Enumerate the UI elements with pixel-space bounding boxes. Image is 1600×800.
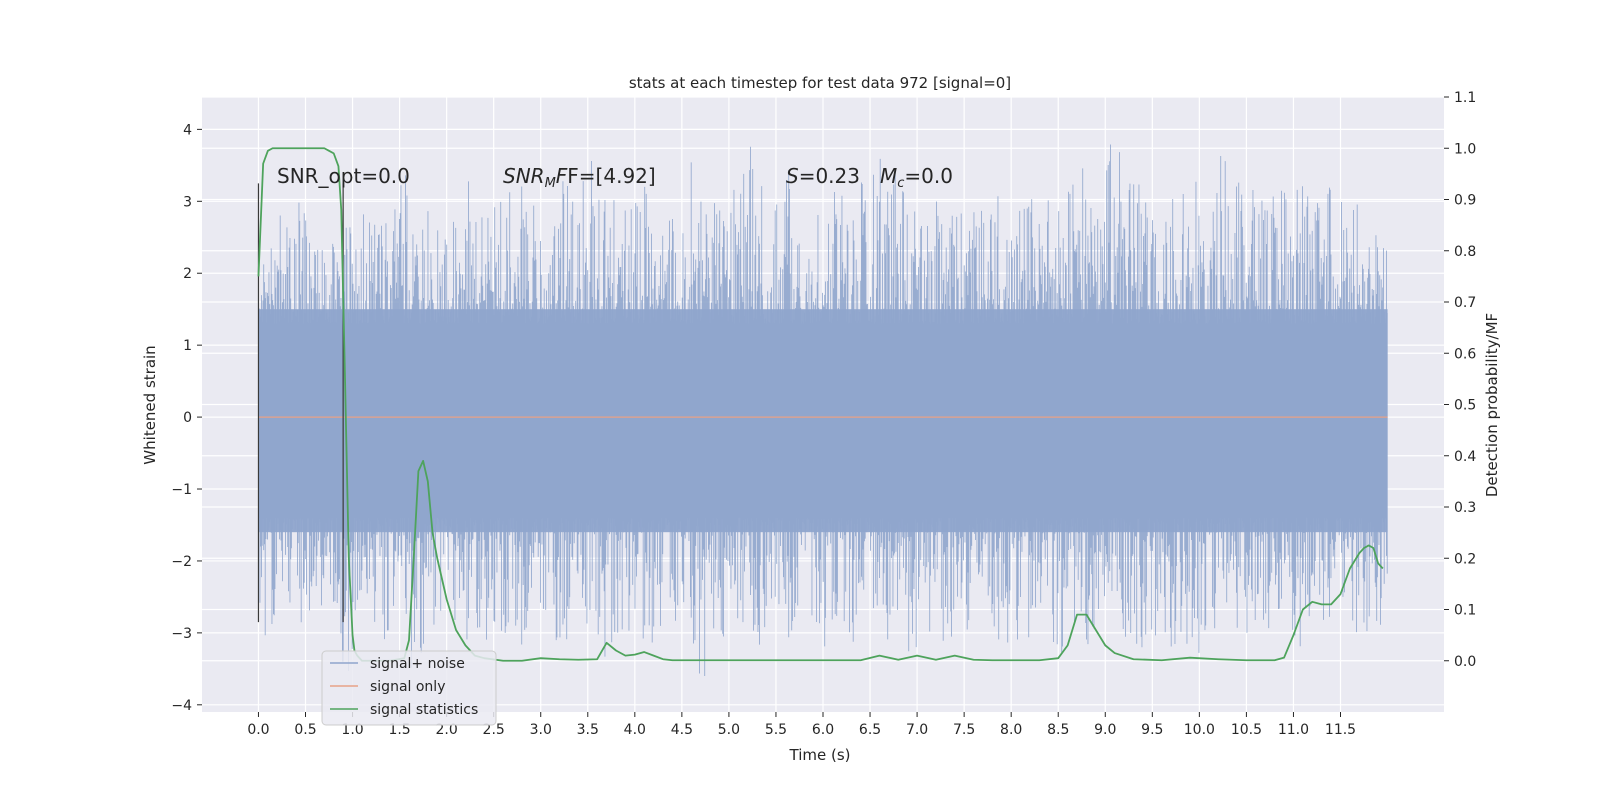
legend-label-signal-noise: signal+ noise — [370, 656, 465, 672]
legend-label-signal-only: signal only — [370, 679, 445, 695]
x-tick-label: 11.5 — [1325, 722, 1356, 738]
mc-subscript: c — [897, 176, 904, 191]
y-tick-label: −4 — [171, 698, 192, 714]
y2-tick-label: 0.8 — [1454, 244, 1476, 260]
axes: 0.0 0.5 1.0 1.5 2.0 2.5 3.0 3.5 4.0 4.5 5.0 5.5 6.0 6… — [171, 90, 1476, 738]
series-signal-statistics — [257, 147, 1384, 662]
y2-tick-label: 0.3 — [1454, 500, 1476, 516]
series-signal-noise — [258, 144, 1388, 677]
snr-opt-annotation: SNR_opt=0.0 — [277, 164, 410, 188]
x-tick-label: 3.5 — [577, 722, 599, 738]
y-tick-label: 4 — [183, 122, 192, 138]
y2-tick-label: 0.5 — [1454, 398, 1476, 414]
x-tick-label: 11.0 — [1278, 722, 1309, 738]
s-symbol: S — [786, 164, 799, 188]
legend-label-signal-statistics: signal statistics — [370, 702, 478, 718]
x-tick-label: 3.0 — [530, 722, 552, 738]
y2-axis-label: Detection probability/MF — [1483, 313, 1501, 497]
x-tick-label: 0.5 — [294, 722, 316, 738]
mc-symbol: M — [880, 164, 897, 188]
snr-mf-value: F=[4.92] — [567, 164, 655, 188]
y2-tick-label: 0.4 — [1454, 449, 1476, 465]
y2-tick-label: 0.2 — [1454, 551, 1476, 567]
y-tick-label: 3 — [183, 194, 192, 210]
legend: signal+ noise signal only signal statist… — [321, 650, 497, 726]
x-tick-label: 4.0 — [624, 722, 646, 738]
x-tick-label: 8.0 — [1000, 722, 1022, 738]
y2-tick-label: 1.0 — [1454, 141, 1476, 157]
x-tick-label: 10.0 — [1184, 722, 1215, 738]
x-tick-label: 5.5 — [765, 722, 787, 738]
y2-tick-label: 0.9 — [1454, 193, 1476, 209]
x-tick-label: 7.0 — [906, 722, 928, 738]
x-tick-label: 7.5 — [953, 722, 975, 738]
y2-tick-label: 0.0 — [1454, 654, 1476, 670]
x-tick-label: 1.0 — [341, 722, 363, 738]
y-tick-label: −1 — [171, 482, 192, 498]
x-tick-label: 10.5 — [1231, 722, 1262, 738]
snr-mf-subscript: M — [545, 176, 556, 191]
x-tick-label: 8.5 — [1047, 722, 1069, 738]
x-tick-label: 2.5 — [483, 722, 505, 738]
x-tick-label: 2.0 — [436, 722, 458, 738]
y2-tick-label: 1.1 — [1454, 90, 1476, 106]
y-tick-label: 1 — [183, 338, 192, 354]
y-tick-label: 0 — [183, 410, 192, 426]
x-tick-label: 9.5 — [1141, 722, 1163, 738]
y2-tick-label: 0.1 — [1454, 603, 1476, 619]
x-tick-label: 6.5 — [859, 722, 881, 738]
y-tick-label: 2 — [183, 266, 192, 282]
y-tick-label: −3 — [171, 626, 192, 642]
x-tick-label: 0.0 — [247, 722, 269, 738]
y2-tick-label: 0.7 — [1454, 295, 1476, 311]
legend-box — [321, 650, 497, 726]
y-axis-label: Whitened strain — [141, 345, 159, 464]
x-tick-label: 4.5 — [671, 722, 693, 738]
x-axis-label: Time (s) — [789, 746, 851, 764]
snr-mf-annotation: SNRMFF=[4.92] — [503, 164, 656, 191]
x-tick-label: 5.0 — [718, 722, 740, 738]
y-tick-label: −2 — [171, 554, 192, 570]
data-layer — [257, 144, 1388, 677]
mc-annotation: Mc=0.0 — [880, 164, 953, 191]
mc-value: =0.0 — [904, 164, 953, 188]
s-annotation: S=0.23 — [786, 164, 860, 188]
snr-mf-symbol: SNR — [503, 164, 545, 188]
x-tick-label: 1.5 — [388, 722, 410, 738]
y2-tick-label: 0.6 — [1454, 346, 1476, 362]
chart-title: stats at each timestep for test data 972… — [629, 74, 1011, 92]
s-value: =0.23 — [799, 164, 860, 188]
snr-mf-f: F — [556, 164, 568, 188]
x-tick-label: 9.0 — [1094, 722, 1116, 738]
x-tick-label: 6.0 — [812, 722, 834, 738]
